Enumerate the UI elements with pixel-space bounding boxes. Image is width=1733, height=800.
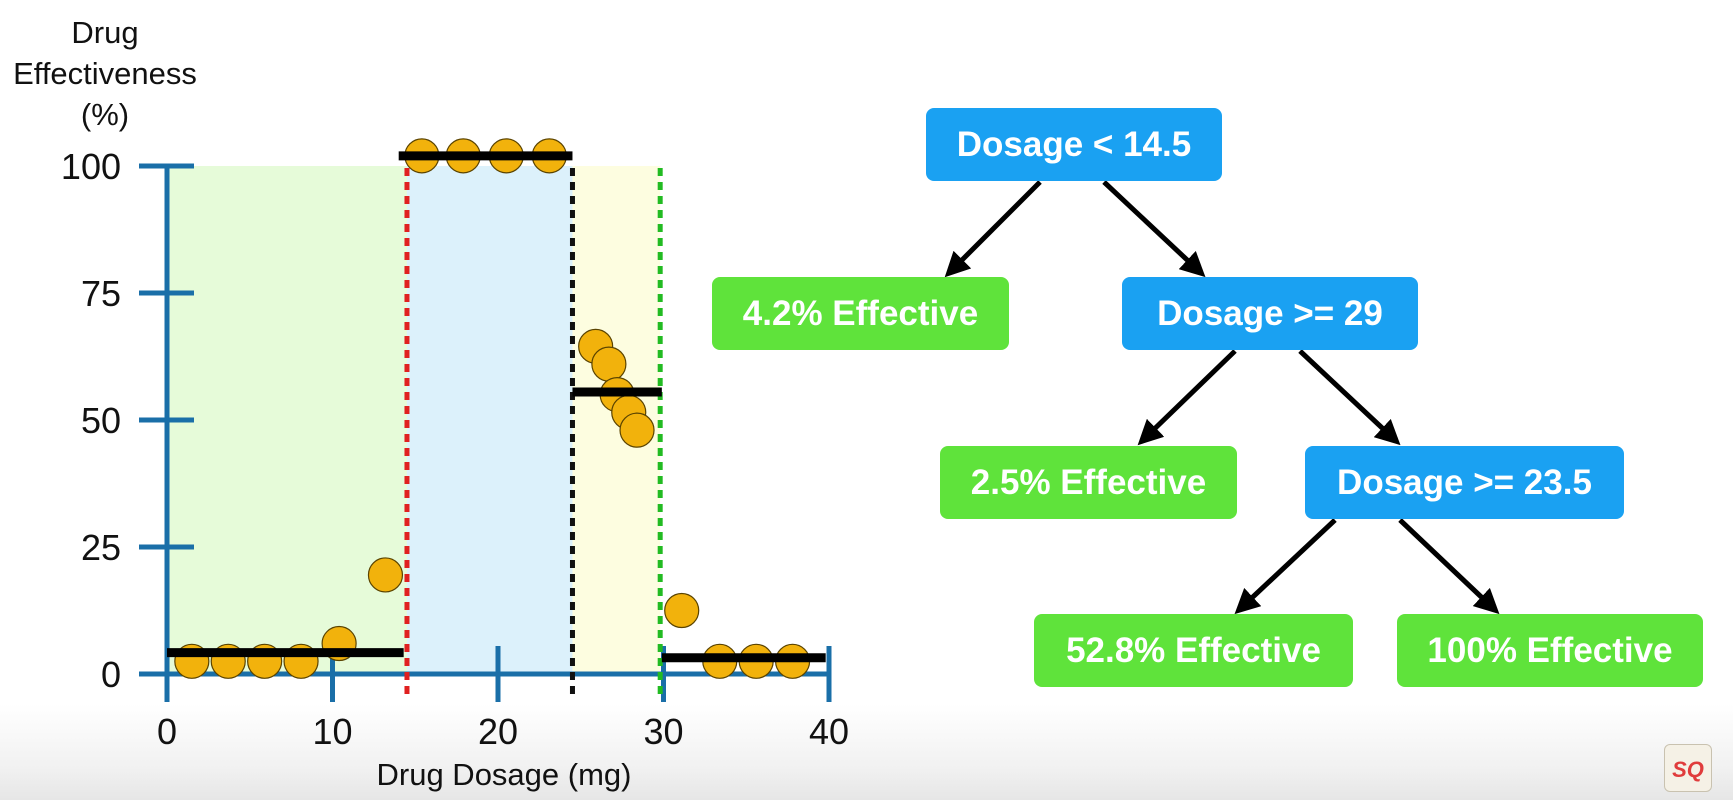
x-tick-label-0: 0 bbox=[157, 711, 177, 752]
x-tick-label-40: 40 bbox=[809, 711, 849, 752]
region-1 bbox=[167, 166, 407, 674]
data-point bbox=[367, 557, 404, 593]
tree-edge-arrow bbox=[944, 180, 1042, 278]
y-tick-label-75: 75 bbox=[81, 273, 121, 314]
y-tick-label-50: 50 bbox=[81, 400, 121, 441]
tree-leaf-4-2-effective: 4.2% Effective bbox=[712, 277, 1009, 350]
y-tick-label-100: 100 bbox=[61, 146, 121, 187]
tree-leaf-2-5-effective: 2.5% Effective bbox=[940, 446, 1237, 519]
tree-edge-arrow bbox=[1298, 349, 1401, 446]
region-2 bbox=[406, 166, 573, 674]
tree-edge-arrow bbox=[1398, 518, 1500, 615]
data-point bbox=[619, 412, 655, 448]
x-tick-label-20: 20 bbox=[478, 711, 518, 752]
tree-edge-arrow bbox=[1102, 180, 1206, 278]
tree-leaf-100-effective: 100% Effective bbox=[1397, 614, 1703, 687]
svg-text:SQ: SQ bbox=[1672, 757, 1704, 782]
regression-chart: 0 25 50 75 100 0 10 20 30 40 Drug Effectiveness (%) D… bbox=[13, 15, 849, 792]
tree-node-dosage-29: Dosage >= 29 bbox=[1122, 277, 1418, 350]
y-tick-label-0: 0 bbox=[101, 654, 121, 695]
x-tick-label-30: 30 bbox=[643, 711, 683, 752]
tree-node-root: Dosage < 14.5 bbox=[926, 108, 1222, 181]
y-axis-label: Drug Effectiveness (%) bbox=[13, 15, 197, 132]
tree-edge-arrow bbox=[1137, 349, 1237, 446]
x-axis-label: Drug Dosage (mg) bbox=[377, 757, 632, 792]
y-tick-label-25: 25 bbox=[81, 527, 121, 568]
tree-edge-arrow bbox=[1234, 518, 1337, 615]
channel-logo: SQ bbox=[1664, 744, 1712, 792]
data-point bbox=[591, 346, 627, 382]
tree-node-dosage-23-5: Dosage >= 23.5 bbox=[1305, 446, 1624, 519]
x-tick-label-10: 10 bbox=[312, 711, 352, 752]
tree-leaf-52-8-effective: 52.8% Effective bbox=[1034, 614, 1353, 687]
data-point bbox=[664, 592, 700, 629]
